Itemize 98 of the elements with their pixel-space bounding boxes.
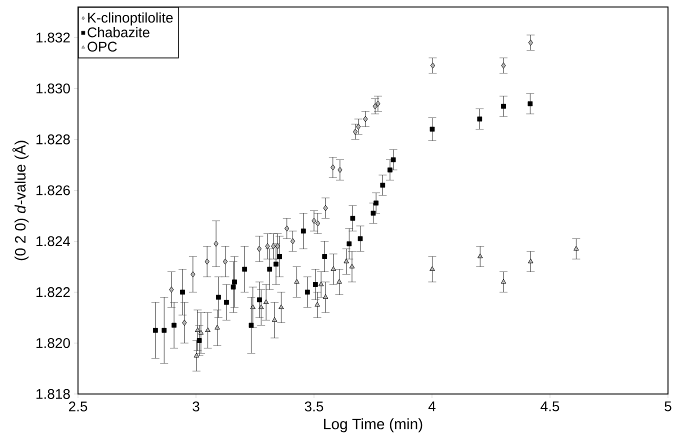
point <box>194 327 200 332</box>
point <box>222 258 228 265</box>
point <box>248 322 254 328</box>
y-tick-label: 1.818 <box>36 389 70 399</box>
point <box>528 258 534 264</box>
point <box>318 281 324 286</box>
point <box>501 62 506 69</box>
point <box>352 128 358 135</box>
point <box>477 253 483 258</box>
point <box>216 294 221 300</box>
point <box>265 243 270 250</box>
x-tick-label: 3.5 <box>304 402 324 412</box>
point <box>501 104 506 109</box>
point <box>284 225 290 232</box>
legend-label: OPC <box>88 42 117 52</box>
point <box>430 126 435 132</box>
point <box>344 258 350 264</box>
point <box>330 164 336 170</box>
point <box>290 238 296 244</box>
y-tick-label: 1.828 <box>36 134 70 144</box>
y-tick-label: 1.822 <box>36 287 70 298</box>
point <box>275 243 280 250</box>
point <box>370 210 376 216</box>
x-tick-label: 2.5 <box>68 402 88 412</box>
point <box>272 317 278 322</box>
point <box>242 266 248 272</box>
y-tick-label: 1.830 <box>36 84 70 94</box>
point <box>528 101 533 106</box>
point <box>214 240 218 247</box>
point <box>500 278 506 284</box>
point <box>152 328 158 333</box>
point <box>277 254 282 259</box>
legend-label: K-clinoptilolite <box>88 12 173 26</box>
point <box>278 304 284 310</box>
point <box>322 294 328 299</box>
point <box>232 280 237 284</box>
point <box>204 258 210 265</box>
point <box>372 103 378 110</box>
point <box>356 124 361 130</box>
point <box>322 254 328 259</box>
point <box>169 286 174 293</box>
point <box>350 216 356 221</box>
point <box>528 40 533 46</box>
point <box>336 278 342 284</box>
point <box>190 271 196 278</box>
x-tick-label: 3 <box>192 402 200 412</box>
point <box>380 182 386 188</box>
x-tick-label: 4.5 <box>540 402 560 412</box>
point <box>430 266 435 271</box>
y-axis-title: (0 2 0) d-value (Å) <box>12 140 29 260</box>
point <box>314 302 320 307</box>
point <box>274 262 278 267</box>
point <box>346 241 352 246</box>
x-axis-title: Log Time (min) <box>324 418 422 432</box>
y-tick-label: 1.820 <box>36 338 70 348</box>
point <box>250 304 256 310</box>
x-tick-label: 4 <box>428 402 436 412</box>
point <box>388 167 392 172</box>
point <box>330 266 336 271</box>
point <box>198 330 204 335</box>
point <box>363 116 368 122</box>
point <box>162 328 167 333</box>
point <box>258 304 264 310</box>
point <box>214 324 220 330</box>
point <box>338 166 342 173</box>
point <box>304 290 310 295</box>
point <box>263 299 269 304</box>
point <box>267 266 272 272</box>
point <box>257 297 262 302</box>
point <box>230 284 236 290</box>
point <box>358 236 363 242</box>
point <box>574 246 579 251</box>
y-tick-label: 1.824 <box>36 236 70 246</box>
point <box>256 246 262 252</box>
point <box>376 100 380 107</box>
y-tick-label: 1.826 <box>36 185 70 196</box>
point <box>312 218 316 224</box>
point <box>430 62 436 69</box>
point <box>224 300 229 305</box>
point <box>194 352 200 358</box>
legend-label: Chabazite <box>88 27 150 38</box>
point <box>349 264 355 268</box>
point <box>374 200 379 206</box>
point <box>477 116 482 122</box>
point <box>271 243 276 250</box>
y-tick-label: 1.832 <box>36 32 70 43</box>
point <box>390 157 396 162</box>
x-tick-label: 5 <box>664 402 672 412</box>
point <box>196 338 202 343</box>
point <box>315 220 320 226</box>
point <box>294 278 300 284</box>
point <box>180 290 186 295</box>
point <box>312 282 318 287</box>
point <box>205 327 210 332</box>
point <box>323 205 328 212</box>
point <box>172 322 177 328</box>
point <box>182 320 187 326</box>
point <box>300 228 306 234</box>
